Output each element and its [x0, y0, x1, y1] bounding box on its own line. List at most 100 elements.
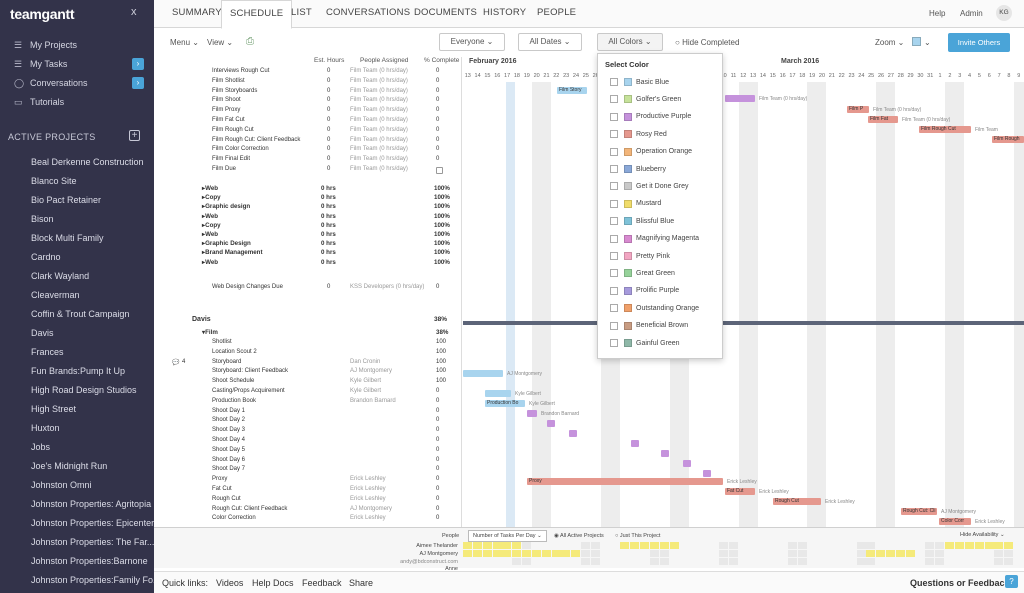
pct-complete[interactable]: 0 [436, 427, 440, 434]
checkbox[interactable] [610, 234, 618, 243]
pct-complete[interactable]: 0 [436, 388, 440, 394]
help-link[interactable]: Help [929, 9, 946, 18]
task-name[interactable]: Film Color Correction [212, 146, 269, 153]
task-name[interactable]: ▸Web [202, 258, 219, 266]
task-name[interactable]: Storyboard [212, 358, 242, 365]
task-name[interactable]: Film Storyboards [212, 87, 258, 94]
task-name[interactable]: Proxy [212, 476, 228, 483]
color-option[interactable]: Blissful Blue [610, 215, 674, 227]
color-option[interactable]: Pretty Pink [610, 250, 670, 262]
task-name[interactable]: Film Final Edit [212, 156, 251, 163]
pct-complete[interactable]: 100% [434, 231, 450, 238]
pct-complete[interactable]: 0 [436, 466, 440, 473]
tab-documents[interactable]: DOCUMENTS [414, 7, 478, 18]
task-name[interactable]: ▸Brand Management [202, 249, 263, 257]
color-option[interactable]: Beneficial Brown [610, 320, 688, 332]
colors-filter[interactable]: All Colors ⌄ [597, 33, 663, 51]
color-option[interactable]: Productive Purple [610, 111, 691, 123]
color-option[interactable]: Rosy Red [610, 128, 667, 140]
people-assigned[interactable]: Kyle Gilbert [350, 378, 382, 385]
project-item[interactable]: High Road Design Studios [31, 385, 137, 395]
est-hours[interactable]: 0 hrs [321, 249, 336, 257]
pct-complete[interactable]: 0 [436, 126, 440, 133]
est-hours[interactable]: 0 hrs [321, 212, 336, 220]
pct-complete[interactable]: 0 [436, 515, 440, 522]
project-item[interactable]: Johnston Properties:Family Fo... [31, 575, 161, 585]
people-assigned[interactable]: Film Team (0 hrs/day) [350, 136, 408, 143]
est-hours[interactable]: 0 [327, 166, 331, 172]
task-name[interactable]: Color Correction [212, 515, 256, 522]
checkbox[interactable] [610, 252, 618, 260]
tab-conversations[interactable]: CONVERSATIONS [326, 7, 411, 18]
people-assigned[interactable]: Kyle Gilbert [350, 388, 382, 394]
chevron-right-icon[interactable]: › [132, 58, 144, 70]
est-hours[interactable]: 0 [327, 126, 331, 133]
task-name[interactable]: Film Fat Cut [212, 117, 245, 123]
task-name[interactable]: ▸Copy [202, 221, 221, 229]
task-bar[interactable] [725, 95, 755, 102]
project-item[interactable]: High Street [31, 404, 77, 414]
est-hours[interactable]: 0 hrs [321, 240, 336, 248]
milestone-marker[interactable] [631, 440, 639, 447]
est-hours[interactable]: 0 hrs [321, 231, 336, 238]
color-option[interactable]: Golfer's Green [610, 93, 681, 105]
pct-complete[interactable]: 100% [434, 203, 450, 211]
checkbox[interactable] [610, 321, 618, 330]
pct-complete[interactable]: 100% [434, 249, 450, 257]
project-item[interactable]: Cleaverman [31, 290, 80, 300]
dates-filter[interactable]: All Dates ⌄ [518, 33, 582, 51]
people-assigned[interactable]: Film Team (0 hrs/day) [350, 146, 408, 153]
color-option[interactable]: Basic Blue [610, 76, 669, 88]
pct-complete[interactable]: 100 [436, 358, 447, 365]
color-option[interactable]: Mustard [610, 198, 661, 210]
milestone-marker[interactable] [661, 450, 669, 457]
project-item[interactable]: Beal Derkenne Construction [31, 157, 144, 167]
task-name[interactable]: ▸Web [202, 212, 219, 220]
tab-summary[interactable]: SUMMARY [172, 7, 222, 18]
nav-my-tasks[interactable]: ☰ My Tasks › [14, 55, 144, 73]
milestone-marker[interactable] [547, 420, 555, 427]
task-name[interactable]: Shoot Day 4 [212, 437, 246, 443]
avatar[interactable]: KG [996, 5, 1012, 21]
project-item[interactable]: Johnston Properties: The Far... [31, 537, 155, 547]
task-bar[interactable]: Film Rough Cut [919, 126, 971, 133]
print-icon[interactable]: ⎙ [246, 36, 254, 47]
checkbox[interactable] [610, 304, 618, 313]
videos-link[interactable]: Videos [216, 578, 244, 588]
task-name[interactable]: Location Scout 2 [212, 348, 257, 355]
task-name[interactable]: Production Book [212, 397, 257, 404]
pct-complete[interactable]: 0 [436, 156, 440, 163]
pct-complete[interactable]: 0 [436, 417, 440, 424]
tab-people[interactable]: PEOPLE [537, 7, 577, 18]
people-assigned[interactable]: Film Team (0 hrs/day) [350, 166, 408, 172]
view-dropdown[interactable]: View ⌄ [207, 38, 234, 47]
people-assigned[interactable]: Film Team (0 hrs/day) [350, 156, 408, 163]
hide-completed-toggle[interactable]: ○ Hide Completed [675, 38, 740, 47]
checkbox[interactable] [610, 286, 618, 295]
project-item[interactable]: Joe's Midnight Run [31, 461, 108, 471]
task-name[interactable]: ▸Graphic design [202, 203, 251, 211]
color-option[interactable]: Outstanding Orange [610, 302, 699, 314]
task-name[interactable]: Shoot Day 5 [212, 446, 246, 453]
checkbox[interactable] [610, 95, 618, 104]
project-item[interactable]: Johnston Properties: Agritopia [31, 499, 152, 509]
est-hours[interactable]: 0 hrs [321, 203, 336, 211]
feedback-link[interactable]: Feedback [302, 578, 342, 588]
share-link[interactable]: Share [349, 578, 374, 588]
close-sidebar-icon[interactable]: x [131, 6, 137, 18]
task-bar[interactable]: Film Story [557, 87, 587, 94]
est-hours[interactable]: 0 hrs [321, 221, 336, 229]
nav-conversations[interactable]: ◯ Conversations › [14, 74, 144, 92]
people-assigned[interactable]: Film Team (0 hrs/day) [350, 68, 408, 74]
add-project-icon[interactable]: + [129, 130, 140, 141]
questions-feedback-link[interactable]: Questions or Feedback [910, 578, 1010, 588]
task-bar[interactable]: Production Bo [485, 400, 525, 407]
comment-icon[interactable]: 💬 [172, 360, 180, 366]
pct-complete[interactable]: 100% [434, 240, 450, 248]
tab-list[interactable]: LIST [291, 7, 312, 18]
pct-complete[interactable]: 100% [434, 258, 450, 266]
people-assigned[interactable]: Erick Leshley [350, 476, 386, 483]
checkbox[interactable] [610, 217, 618, 226]
project-item[interactable]: Cardno [31, 252, 61, 262]
pct-complete[interactable]: 100 [436, 348, 447, 355]
